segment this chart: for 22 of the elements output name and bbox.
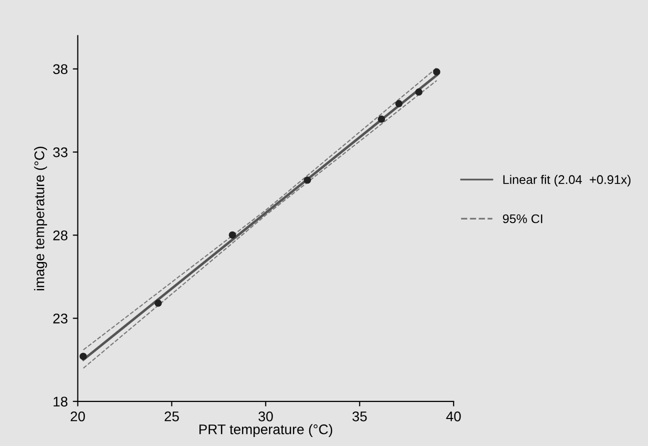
legend-label: Linear fit (2.04 +0.91x): [503, 174, 630, 186]
point: [415, 88, 422, 96]
y-tick-label: 23: [53, 314, 68, 324]
point: [395, 100, 403, 108]
point: [154, 300, 162, 307]
y-axis-title: image temperature (°C): [34, 146, 48, 290]
x-tick-label: 40: [446, 411, 461, 422]
x-tick-label: 25: [164, 411, 179, 422]
x-tick-label: 30: [258, 411, 273, 422]
point: [304, 176, 312, 184]
x-tick-label: 35: [352, 411, 367, 422]
point: [228, 231, 236, 239]
point: [378, 115, 386, 123]
y-tick-label: 33: [53, 147, 68, 158]
y-tick-label: 18: [54, 396, 68, 407]
x-tick-label: 20: [70, 411, 85, 422]
point: [433, 68, 440, 76]
point: [80, 352, 87, 360]
legend-label: 95% CI: [502, 214, 542, 224]
y-tick-label: 28: [53, 230, 68, 240]
x-axis-title: PRT temperature (°C): [199, 424, 332, 438]
y-tick-label: 38: [53, 64, 68, 74]
